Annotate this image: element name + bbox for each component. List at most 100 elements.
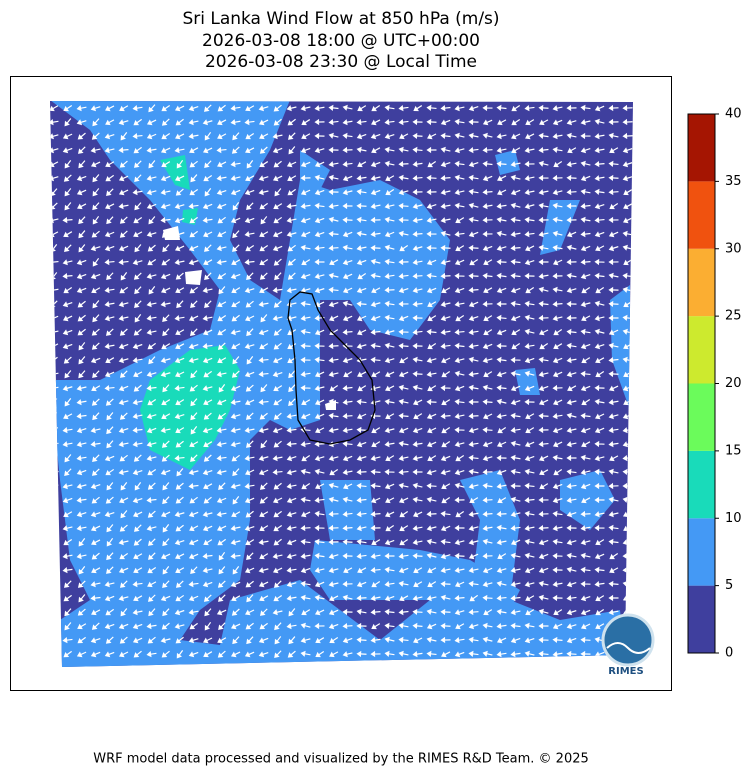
wind-arrow <box>258 651 269 658</box>
wind-arrow <box>609 553 619 560</box>
wind-arrow <box>426 259 437 266</box>
wind-arrow <box>64 202 72 211</box>
wind-arrow <box>203 231 213 238</box>
wind-arrow <box>370 455 381 462</box>
wind-arrow <box>230 161 241 168</box>
wind-arrow <box>91 230 100 238</box>
wind-arrow <box>76 119 87 126</box>
wind-arrow <box>342 552 353 560</box>
wind-arrow <box>482 216 493 224</box>
wind-arrow <box>161 413 171 420</box>
wind-arrow <box>119 230 128 238</box>
wind-arrow <box>538 356 549 363</box>
wind-arrow <box>580 427 591 434</box>
wind-arrow <box>384 203 395 210</box>
wind-arrow <box>203 539 213 546</box>
wind-arrow <box>273 203 283 210</box>
wind-arrow <box>524 510 535 517</box>
wind-arrow <box>482 581 493 588</box>
wind-arrow <box>426 146 437 154</box>
wind-arrow <box>244 119 255 126</box>
wind-arrow <box>622 595 633 602</box>
wind-arrow <box>496 342 507 350</box>
wind-arrow <box>64 454 72 463</box>
wind-arrow <box>104 511 115 518</box>
wind-arrow <box>357 161 367 168</box>
wind-arrow <box>412 174 423 182</box>
wind-arrow <box>496 356 507 363</box>
wind-arrow <box>189 147 199 154</box>
wind-arrow <box>510 161 521 168</box>
wind-arrow <box>188 651 199 658</box>
wind-arrow <box>230 539 241 546</box>
wind-arrow <box>356 315 367 322</box>
wind-arrow <box>483 609 493 616</box>
wind-arrow <box>426 118 437 126</box>
wind-arrow <box>552 538 563 545</box>
wind-arrow <box>91 496 100 504</box>
wind-arrow <box>230 651 241 658</box>
wind-arrow <box>468 412 479 420</box>
wind-arrow <box>329 595 339 602</box>
wind-arrow <box>454 118 465 125</box>
wind-arrow <box>300 356 311 364</box>
wind-arrow <box>148 160 156 169</box>
wind-arrow <box>468 623 479 630</box>
wind-arrow <box>286 287 297 294</box>
wind-arrow <box>259 482 268 490</box>
wind-arrow <box>594 468 605 476</box>
wind-arrow <box>496 203 507 210</box>
wind-arrow <box>188 133 199 140</box>
wind-arrow <box>230 189 241 196</box>
wind-arrow <box>566 524 577 532</box>
wind-arrow <box>342 524 353 532</box>
wind-arrow <box>174 413 185 420</box>
wind-arrow <box>288 398 296 406</box>
wind-arrow <box>286 539 297 546</box>
wind-arrow <box>314 622 325 630</box>
wind-arrow <box>412 146 423 154</box>
wind-arrow <box>511 329 521 336</box>
wind-arrow <box>274 650 282 659</box>
wind-arrow <box>566 202 577 210</box>
wind-arrow <box>594 133 605 140</box>
wind-arrow <box>567 147 577 154</box>
wind-arrow <box>147 482 156 490</box>
wind-arrow <box>314 399 325 406</box>
wind-arrow <box>118 399 129 406</box>
wind-arrow <box>162 496 170 505</box>
wind-arrow <box>398 636 409 644</box>
wind-arrow <box>230 175 241 182</box>
wind-arrow <box>161 258 171 266</box>
wind-arrow <box>552 510 563 517</box>
wind-arrow <box>105 496 114 504</box>
wind-arrow <box>50 412 58 421</box>
wind-arrow <box>314 385 325 392</box>
wind-arrow <box>566 539 577 546</box>
wind-arrow <box>76 287 87 294</box>
wind-arrow <box>511 147 521 154</box>
wind-arrow <box>231 343 241 350</box>
wind-arrow <box>594 496 605 504</box>
wind-arrow <box>552 399 563 406</box>
wind-arrow <box>468 286 479 294</box>
wind-arrow <box>174 203 185 210</box>
wind-arrow <box>245 105 255 112</box>
wind-arrow <box>511 133 521 140</box>
wind-arrow <box>273 328 282 336</box>
wind-arrow <box>146 231 157 238</box>
wind-arrow <box>552 427 563 434</box>
wind-arrow <box>552 105 563 112</box>
wind-arrow <box>370 637 381 644</box>
wind-arrow <box>482 567 493 574</box>
wind-arrow <box>427 385 437 392</box>
wind-arrow <box>384 119 395 126</box>
wind-arrow <box>147 581 157 588</box>
wind-arrow <box>50 636 58 645</box>
wind-arrow <box>454 174 465 181</box>
wind-arrow <box>259 259 269 266</box>
wind-arrow <box>468 539 479 546</box>
wind-arrow <box>356 594 367 602</box>
wind-arrow <box>454 132 465 139</box>
wind-arrow <box>398 427 409 434</box>
